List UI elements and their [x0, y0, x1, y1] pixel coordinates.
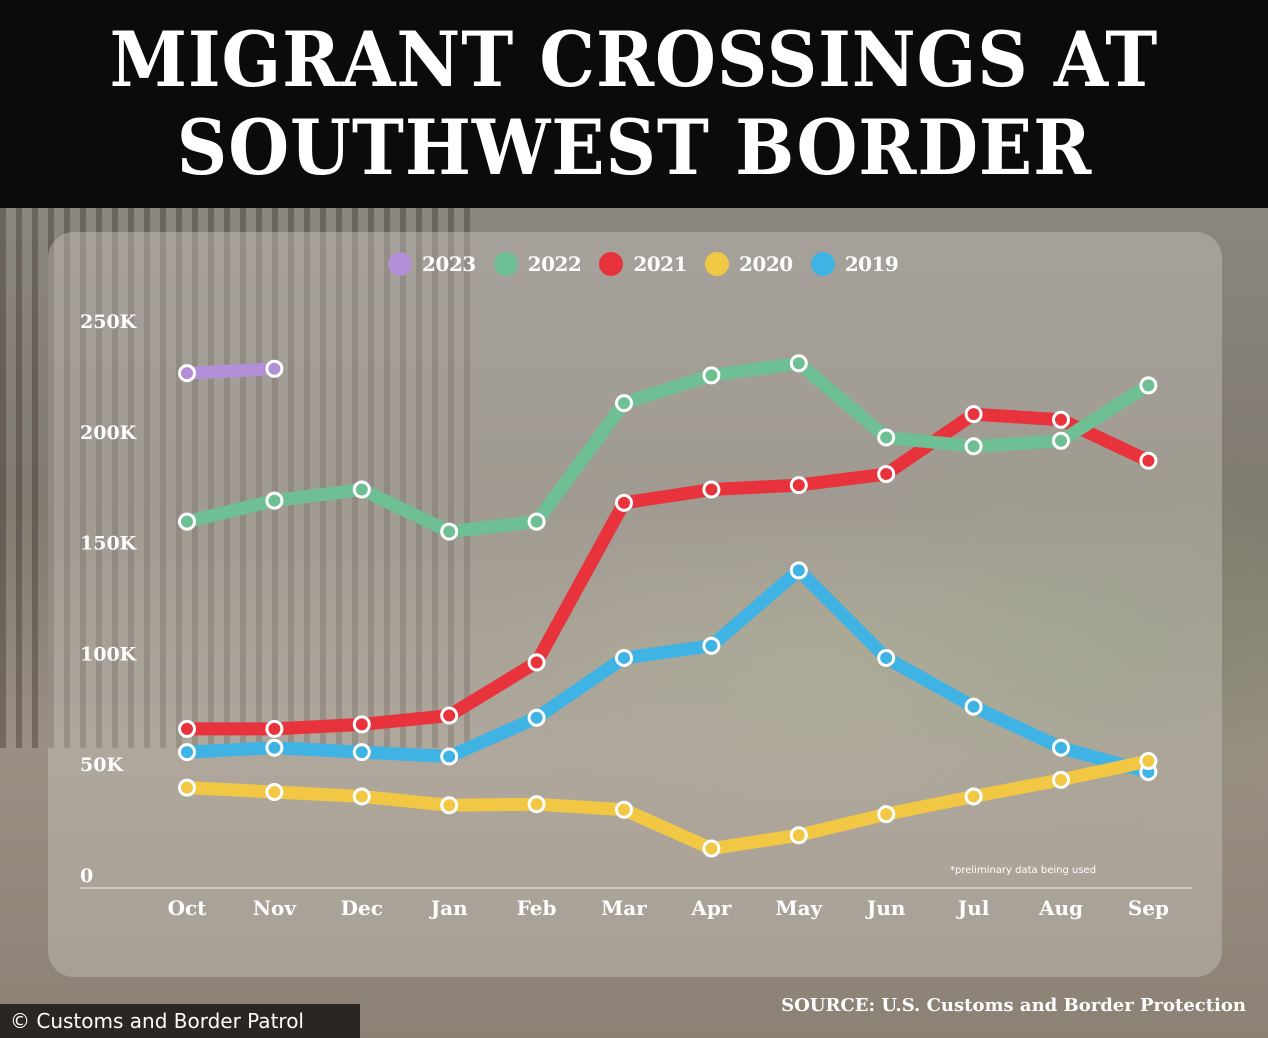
data-point-2020 [877, 805, 896, 824]
series-line-2019 [180, 563, 1155, 779]
y-tick-label: 50K [80, 754, 124, 776]
x-tick-label: Feb [517, 896, 557, 920]
x-tick-label: Oct [168, 896, 208, 920]
data-point-2021 [527, 653, 546, 672]
series-line-2021 [180, 407, 1155, 736]
data-point-2022 [789, 354, 808, 373]
x-tick-label: Mar [601, 896, 647, 920]
data-point-2019 [702, 636, 721, 655]
data-point-2022 [440, 522, 459, 541]
data-point-2021 [440, 706, 459, 725]
x-tick-label: Dec [341, 896, 383, 920]
data-point-2021 [1139, 451, 1158, 470]
legend-item-2019: 2019 [810, 252, 899, 276]
data-point-2021 [352, 715, 371, 734]
data-point-2022 [702, 366, 721, 385]
border-fence-image [0, 208, 480, 748]
chart-title-line-2: SOUTHWEST BORDER [176, 103, 1092, 192]
y-tick-label: 0 [80, 865, 93, 887]
background-photo [0, 208, 1268, 1038]
data-point-2020 [789, 826, 808, 845]
data-point-2019 [1052, 738, 1070, 757]
data-point-2022 [964, 437, 983, 456]
chart-panel [48, 232, 1222, 977]
series-line-2023 [180, 362, 281, 380]
data-point-2020 [265, 783, 284, 802]
x-tick-label: Nov [253, 896, 298, 920]
data-point-2020 [615, 800, 633, 819]
title-banner: MIGRANT CROSSINGS AT SOUTHWEST BORDER [0, 0, 1268, 208]
data-point-2020 [440, 796, 459, 815]
data-point-2022 [527, 512, 546, 531]
legend-label: 2023 [422, 252, 476, 276]
legend-item-2021: 2021 [599, 252, 688, 276]
data-point-2021 [964, 405, 983, 424]
data-point-2019 [789, 561, 808, 580]
legend-item-2023: 2023 [388, 252, 476, 276]
data-point-2020 [527, 795, 546, 814]
data-point-2021 [702, 480, 721, 499]
y-tick-label: 100K [80, 643, 138, 665]
data-point-2021 [877, 465, 896, 484]
data-point-2020 [352, 787, 371, 806]
x-tick-label: Jun [865, 896, 906, 920]
legend-label: 2020 [739, 252, 793, 276]
data-point-2020 [964, 787, 983, 806]
legend-label: 2022 [527, 252, 582, 276]
chart-title-line-1: MIGRANT CROSSINGS AT [109, 15, 1159, 104]
data-point-2023 [265, 359, 284, 378]
data-point-2021 [615, 493, 633, 512]
y-tick-label: 250K [80, 311, 138, 333]
data-point-2019 [877, 648, 896, 667]
data-point-2022 [1052, 431, 1070, 450]
data-point-2023 [178, 364, 196, 383]
legend-item-2020: 2020 [705, 252, 793, 276]
x-tick-label: Apr [690, 896, 732, 920]
data-point-2019 [440, 747, 459, 766]
legend-swatch [493, 252, 518, 276]
data-point-2019 [527, 708, 546, 727]
preliminary-data-note: *preliminary data being used [950, 865, 1097, 876]
legend-swatch [388, 252, 412, 276]
photo-credit: © Customs and Border Patrol [0, 1004, 360, 1038]
data-point-2019 [615, 648, 633, 667]
data-point-2021 [789, 476, 808, 495]
x-tick-label: Sep [1128, 896, 1169, 920]
x-tick-label: Jan [429, 896, 468, 920]
data-point-2019 [178, 743, 196, 762]
chart-legend: 2023 2022 2021 2020 2019 [388, 252, 916, 276]
legend-swatch [810, 252, 835, 276]
data-point-2020 [1139, 751, 1158, 770]
data-point-2022 [178, 512, 196, 531]
y-tick-label: 200K [80, 422, 138, 444]
x-tick-label: May [775, 896, 823, 920]
series-line-2020 [180, 754, 1155, 856]
data-point-2019 [352, 743, 371, 762]
data-point-2020 [702, 839, 721, 858]
legend-label: 2021 [633, 252, 688, 276]
data-point-2021 [178, 719, 196, 738]
data-point-2022 [1139, 376, 1158, 395]
data-point-2022 [265, 491, 284, 510]
source-label: SOURCE: U.S. Customs and Border Protecti… [781, 995, 1246, 1016]
data-point-2020 [1052, 770, 1070, 789]
data-point-2019 [265, 738, 284, 757]
legend-item-2022: 2022 [493, 252, 582, 276]
series-line-2022 [180, 356, 1155, 539]
y-tick-label: 150K [80, 533, 138, 555]
legend-swatch [705, 252, 730, 276]
data-point-2019 [964, 697, 983, 716]
x-tick-label: Aug [1038, 896, 1083, 920]
legend-swatch [599, 252, 624, 276]
x-tick-label: Jul [956, 896, 990, 920]
legend-label: 2019 [844, 252, 899, 276]
data-point-2021 [265, 719, 284, 738]
data-point-2022 [615, 394, 633, 413]
data-point-2022 [877, 428, 896, 447]
data-point-2022 [352, 480, 371, 499]
data-point-2021 [1052, 410, 1070, 429]
data-point-2020 [178, 778, 196, 797]
